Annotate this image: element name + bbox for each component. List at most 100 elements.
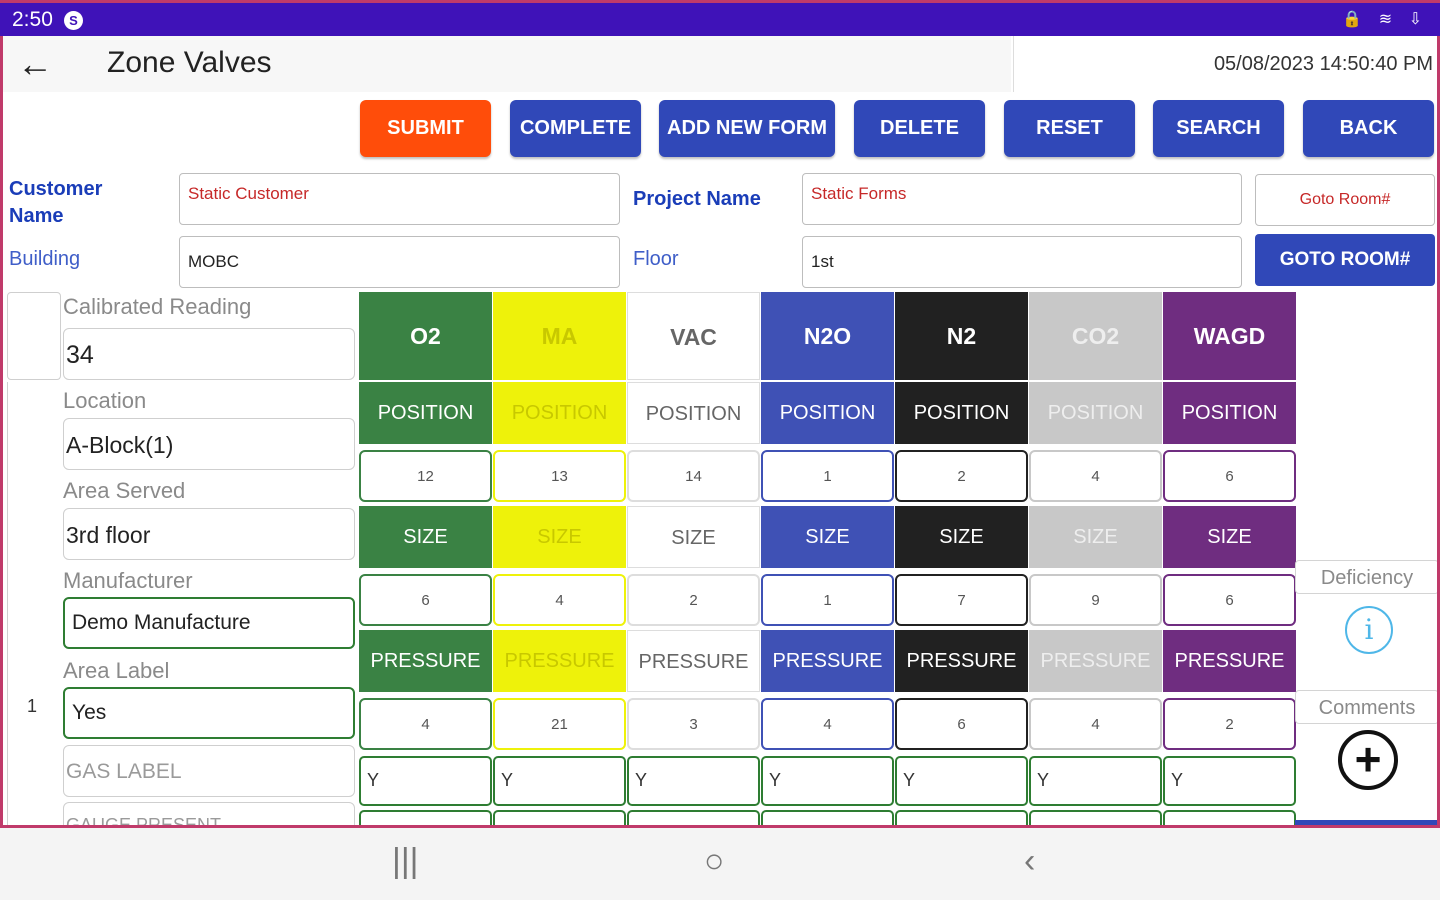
customer-name-field[interactable]: Static Customer <box>179 173 620 225</box>
gas-header-wagd: WAGD <box>1163 292 1296 380</box>
deficiency-label: Deficiency <box>1295 560 1437 594</box>
goto-room-input[interactable]: Goto Room# <box>1255 174 1435 226</box>
pressure-value[interactable]: 6 <box>895 698 1028 750</box>
position-value[interactable]: 4 <box>1029 450 1162 502</box>
size-label: SIZE <box>1029 506 1162 568</box>
size-label: SIZE <box>359 506 492 568</box>
area-served-field[interactable]: 3rd floor <box>63 508 355 560</box>
goto-room-button[interactable]: GOTO ROOM# <box>1255 234 1435 286</box>
gauge-present-field[interactable]: GAUGE PRESENT <box>63 802 355 825</box>
pressure-label: PRESSURE <box>761 630 894 692</box>
pressure-value[interactable]: 2 <box>1163 698 1296 750</box>
gauge-present-input[interactable] <box>627 810 760 825</box>
gas-label-input[interactable]: Y <box>359 756 492 806</box>
add-new-form-button[interactable]: ADD NEW FORM <box>659 100 835 157</box>
size-value[interactable]: 6 <box>359 574 492 626</box>
gas-label-field[interactable]: GAS LABEL <box>63 745 355 797</box>
gas-label-input[interactable]: Y <box>493 756 626 806</box>
gas-header-n2: N2 <box>895 292 1028 380</box>
gauge-present-input[interactable] <box>761 810 894 825</box>
row-select-box[interactable] <box>7 292 61 380</box>
location-field[interactable]: A-Block(1) <box>63 418 355 470</box>
app-frame: ← Zone Valves 05/08/2023 14:50:40 PM SUB… <box>0 36 1440 828</box>
gauge-present-input[interactable] <box>493 810 626 825</box>
back-arrow-icon[interactable]: ← <box>17 43 53 84</box>
building-label: Building <box>9 248 81 270</box>
gas-label-input[interactable]: Y <box>627 756 760 806</box>
size-value[interactable]: 7 <box>895 574 1028 626</box>
position-label: POSITION <box>895 382 1028 444</box>
search-button[interactable]: SEARCH <box>1153 100 1284 157</box>
side-accent-bar <box>1295 820 1437 825</box>
position-label: POSITION <box>359 382 492 444</box>
gas-header-co2: CO2 <box>1029 292 1162 380</box>
size-label: SIZE <box>627 506 760 568</box>
home-icon[interactable]: ○ <box>704 842 725 880</box>
submit-button[interactable]: SUBMIT <box>360 100 491 157</box>
calibrated-reading-field[interactable]: 34 <box>63 328 355 380</box>
gauge-present-input[interactable] <box>359 810 492 825</box>
area-label-field[interactable]: Yes <box>63 687 355 739</box>
add-comment-icon[interactable]: + <box>1338 730 1398 790</box>
reset-button[interactable]: RESET <box>1004 100 1135 157</box>
building-field[interactable]: MOBC <box>179 236 620 288</box>
pressure-value[interactable]: 4 <box>1029 698 1162 750</box>
project-name-label: Project Name <box>633 188 761 210</box>
position-label: POSITION <box>627 382 760 444</box>
pressure-value[interactable]: 4 <box>359 698 492 750</box>
status-time: 2:50 <box>12 8 53 31</box>
recent-apps-icon[interactable]: ||| <box>392 842 419 880</box>
pressure-value[interactable]: 3 <box>627 698 760 750</box>
gas-label-input[interactable]: Y <box>761 756 894 806</box>
floor-field[interactable]: 1st <box>802 236 1242 288</box>
gauge-present-input[interactable] <box>895 810 1028 825</box>
pressure-value[interactable]: 21 <box>493 698 626 750</box>
nav-back-icon[interactable]: ‹ <box>1024 842 1036 880</box>
row-number: 1 <box>27 696 38 716</box>
size-label: SIZE <box>1163 506 1296 568</box>
system-nav-bar: ||| ○ ‹ <box>0 828 1440 900</box>
position-label: POSITION <box>1163 382 1296 444</box>
calibrated-reading-label: Calibrated Reading <box>63 294 252 319</box>
delete-button[interactable]: DELETE <box>854 100 985 157</box>
datetime-display: 05/08/2023 14:50:40 PM <box>1013 36 1437 92</box>
gas-header-vac: VAC <box>627 292 760 380</box>
size-value[interactable]: 4 <box>493 574 626 626</box>
gas-label-input[interactable]: Y <box>1163 756 1296 806</box>
location-label: Location <box>63 388 147 413</box>
position-value[interactable]: 12 <box>359 450 492 502</box>
size-value[interactable]: 9 <box>1029 574 1162 626</box>
gas-header-o2: O2 <box>359 292 492 380</box>
system-status-icons: 🔒 ≋ ⇩ <box>1342 11 1428 28</box>
size-value[interactable]: 2 <box>627 574 760 626</box>
status-bar: 2:50 S 🔒 ≋ ⇩ <box>0 0 1440 36</box>
pressure-label: PRESSURE <box>895 630 1028 692</box>
position-value[interactable]: 13 <box>493 450 626 502</box>
back-button[interactable]: BACK <box>1303 100 1434 157</box>
gauge-present-input[interactable] <box>1029 810 1162 825</box>
pressure-value[interactable]: 4 <box>761 698 894 750</box>
info-icon[interactable]: i <box>1345 606 1393 654</box>
position-value[interactable]: 14 <box>627 450 760 502</box>
customer-name-label: Customer Name <box>9 178 103 227</box>
size-label: SIZE <box>493 506 626 568</box>
pressure-label: PRESSURE <box>627 630 760 692</box>
gas-label-input[interactable]: Y <box>1029 756 1162 806</box>
position-value[interactable]: 6 <box>1163 450 1296 502</box>
pressure-label: PRESSURE <box>359 630 492 692</box>
area-label-label: Area Label <box>63 658 170 683</box>
app-bar: ← Zone Valves <box>3 36 1011 92</box>
pressure-label: PRESSURE <box>493 630 626 692</box>
size-value[interactable]: 6 <box>1163 574 1296 626</box>
page-title: Zone Valves <box>107 46 272 79</box>
size-value[interactable]: 1 <box>761 574 894 626</box>
position-value[interactable]: 1 <box>761 450 894 502</box>
manufacturer-field[interactable]: Demo Manufacture <box>63 597 355 649</box>
gas-label-input[interactable]: Y <box>895 756 1028 806</box>
complete-button[interactable]: COMPLETE <box>510 100 641 157</box>
floor-label: Floor <box>633 248 679 270</box>
position-value[interactable]: 2 <box>895 450 1028 502</box>
gauge-present-input[interactable] <box>1163 810 1296 825</box>
notification-app-icon: S <box>64 11 83 30</box>
project-name-field[interactable]: Static Forms <box>802 173 1242 225</box>
